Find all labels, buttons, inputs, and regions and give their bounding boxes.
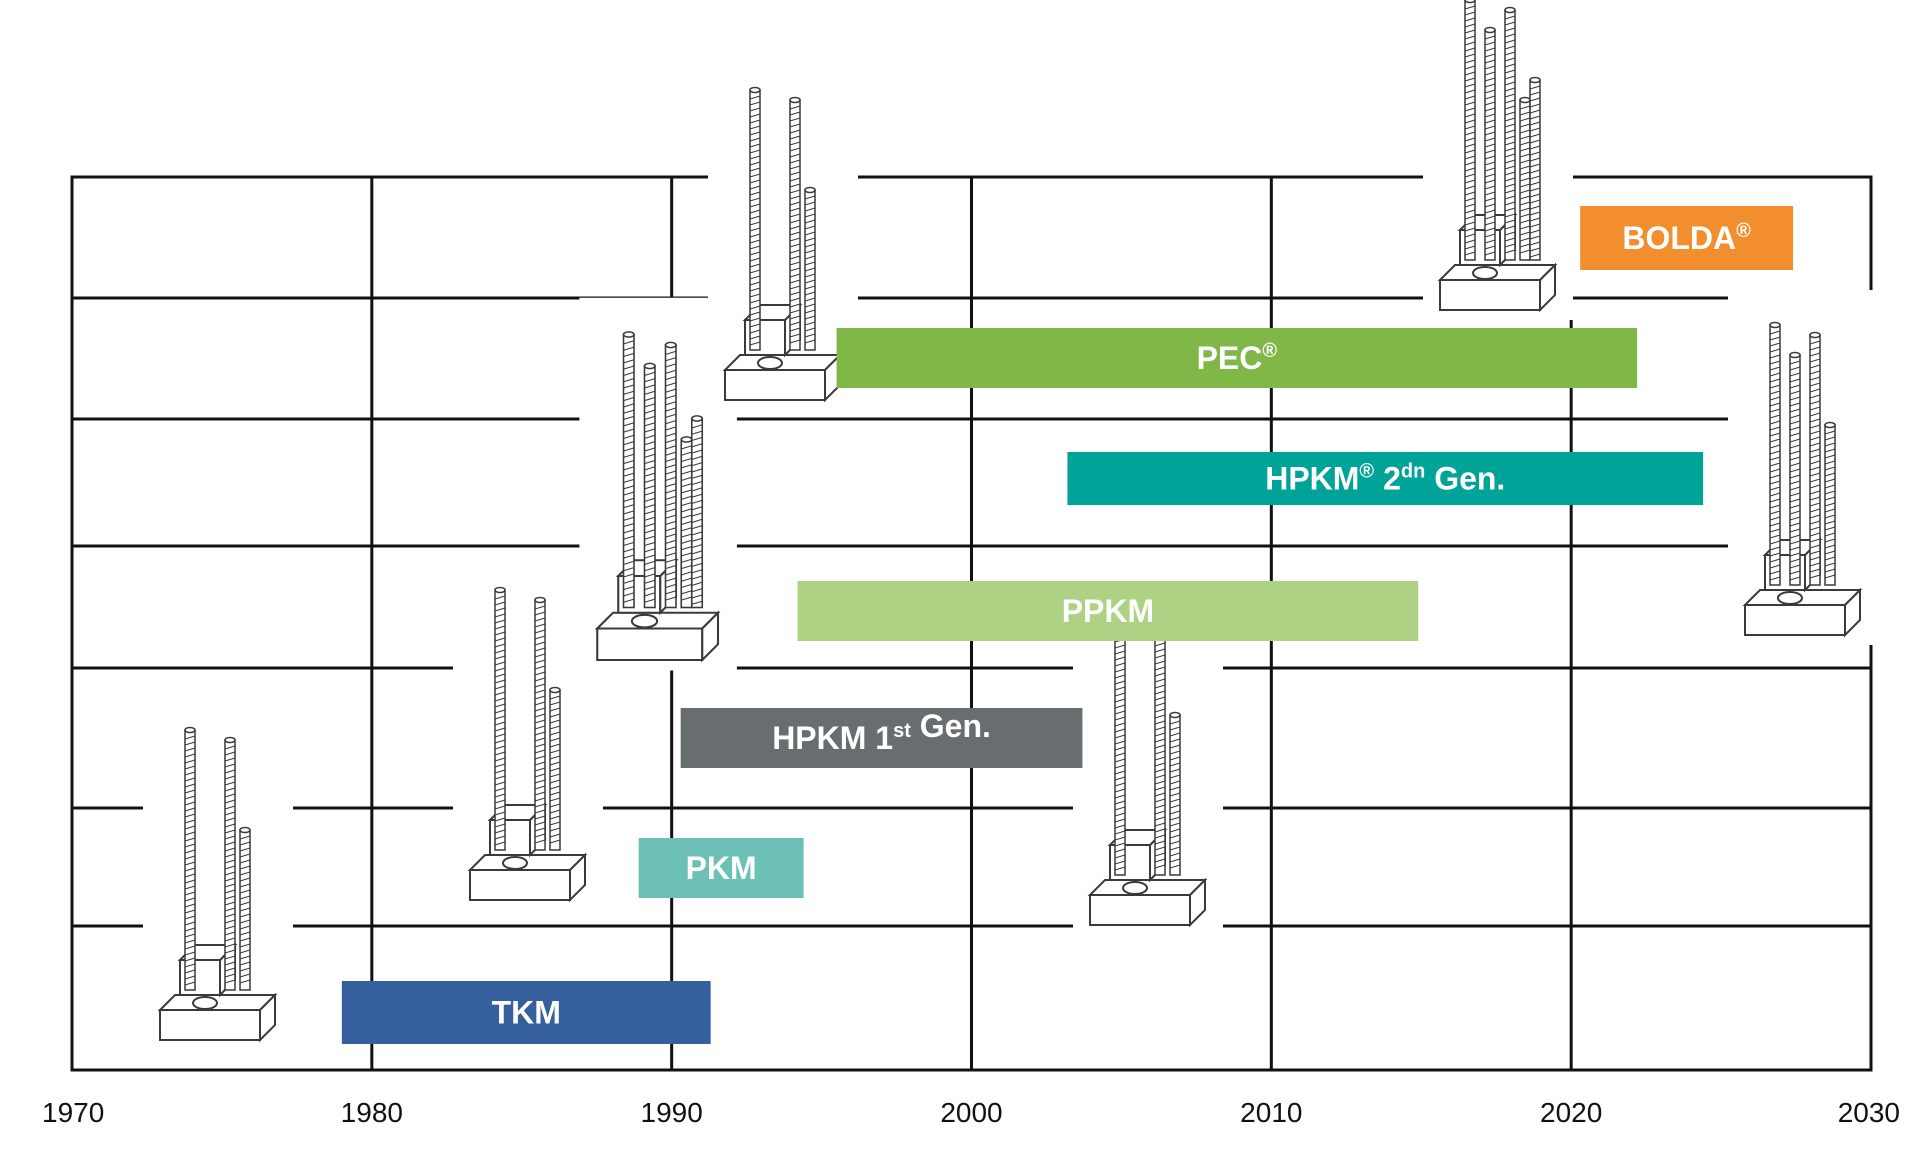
- anchor-illustrations: [143, 0, 1878, 1050]
- x-tick-label: 2000: [940, 1097, 1002, 1128]
- hpkm-1st-gen-anchor-icon: [579, 297, 737, 671]
- bolda-anchor-icon: [1423, 0, 1573, 320]
- bar-hpkm: HPKM® 2dn Gen.: [1067, 452, 1704, 505]
- bar-label: TKM: [492, 995, 561, 1031]
- bar-label: PPKM: [1062, 593, 1154, 629]
- bar-ppkm: PPKM: [797, 581, 1419, 641]
- bar-tkm: TKM: [341, 981, 711, 1044]
- chart-grid: [70, 175, 1873, 1072]
- bar-rect: [797, 581, 1419, 641]
- bar-label: PEC®: [1197, 340, 1278, 376]
- bar-rect: [1580, 206, 1794, 270]
- x-tick-label: 1980: [341, 1097, 403, 1128]
- bar-rect: [680, 708, 1083, 768]
- tkm-anchor-icon: [143, 695, 293, 1050]
- x-tick-label: 1990: [641, 1097, 703, 1128]
- bar-bolda: BOLDA®: [1580, 206, 1794, 270]
- x-tick-label: 1970: [42, 1097, 104, 1128]
- bar-rect: [341, 981, 711, 1044]
- hpkm-2nd-gen-anchor-icon: [1728, 290, 1878, 645]
- bar-rect: [638, 838, 804, 898]
- bar-hpkm-1: HPKM 1st Gen.: [680, 708, 1083, 768]
- bar-pkm: PKM: [638, 838, 804, 898]
- timeline-bars: TKM PKM HPKM 1st Gen. PPKM HPKM® 2dn Gen. PEC…: [341, 206, 1794, 1044]
- bar-label: HPKM 1st Gen.: [772, 708, 991, 756]
- pkm-anchor-icon: [453, 555, 603, 910]
- bar-rect: [1067, 452, 1704, 505]
- x-tick-label: 2030: [1838, 1097, 1900, 1128]
- x-axis-ticks: 1970 1980 1990 2000 2010 2020 2030: [42, 1097, 1900, 1128]
- bar-pec: PEC®: [836, 328, 1638, 388]
- pec-anchor-icon: [708, 55, 858, 410]
- x-tick-label: 2020: [1540, 1097, 1602, 1128]
- bar-label: PKM: [686, 850, 757, 886]
- x-tick-label: 2010: [1240, 1097, 1302, 1128]
- bar-label: HPKM® 2dn Gen.: [1265, 461, 1505, 497]
- bar-label: BOLDA®: [1622, 220, 1751, 256]
- bar-rect: [836, 328, 1638, 388]
